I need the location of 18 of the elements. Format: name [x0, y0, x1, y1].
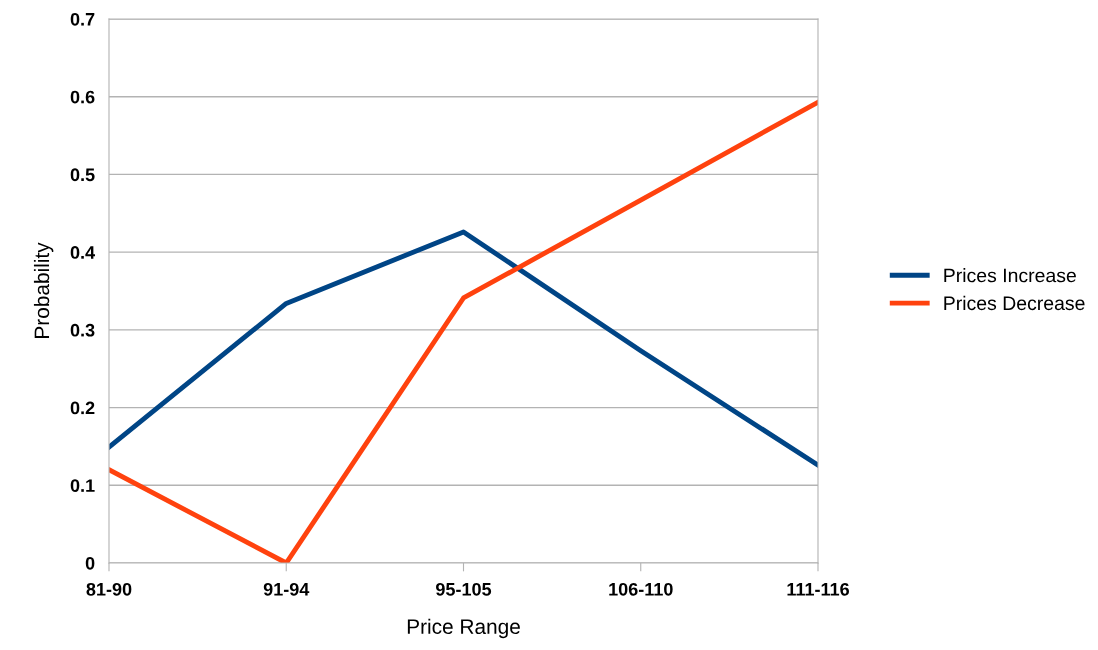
y-tick-label: 0.6	[70, 90, 95, 104]
x-axis-title: Price Range	[407, 618, 520, 639]
x-tick-label: 111-116	[787, 582, 849, 596]
y-tick-label: 0.2	[70, 401, 95, 415]
line-series	[109, 229, 818, 468]
legend-label: Prices Increase	[944, 268, 1076, 283]
y-tick-label: 0.7	[70, 12, 95, 26]
y-axis-title: Probability	[33, 242, 54, 338]
y-tick-label: 0.3	[70, 323, 95, 337]
x-tick-label: 81-90	[86, 582, 132, 596]
y-tick-label: 0	[85, 556, 95, 570]
y-tick-label: 0.5	[70, 168, 95, 182]
y-tick-label: 0.4	[70, 246, 96, 259]
legend-label: Prices Decrease	[944, 295, 1085, 311]
x-tick-label: 91-94	[263, 582, 310, 596]
x-tick-label: 95-105	[436, 582, 492, 596]
y-tick-label: 0.1	[70, 479, 95, 493]
x-tick-label: 106-110	[609, 582, 673, 596]
